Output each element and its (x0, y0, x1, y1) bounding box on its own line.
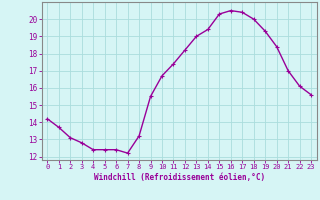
X-axis label: Windchill (Refroidissement éolien,°C): Windchill (Refroidissement éolien,°C) (94, 173, 265, 182)
